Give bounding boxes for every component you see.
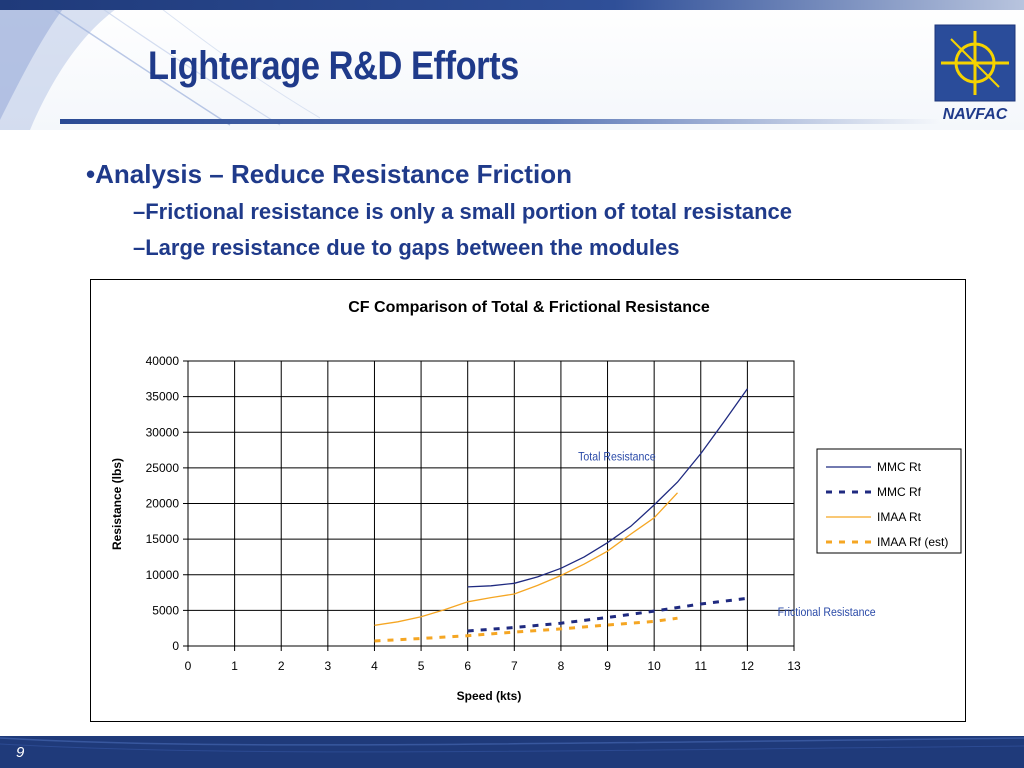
page-number: 9: [16, 744, 25, 761]
x-tick-label: 11: [695, 659, 708, 673]
x-tick-label: 8: [558, 659, 565, 673]
x-tick-label: 1: [231, 659, 238, 673]
x-tick-label: 7: [511, 659, 518, 673]
x-tick-label: 0: [185, 659, 192, 673]
series-line-mmc-rf: [467, 596, 748, 633]
annotation-label: Total Resistance: [578, 451, 655, 464]
legend-label: MMC Rf: [877, 485, 922, 499]
chart-legend: MMC Rt MMC Rf IMAA Rt IMAA Rf (est): [816, 448, 962, 554]
y-tick-label: 30000: [146, 425, 180, 439]
series-line-imaa-rt: [374, 492, 678, 626]
y-tick-label: 15000: [146, 532, 180, 546]
footer-bar: 9: [0, 736, 1024, 768]
legend-box: [816, 448, 962, 554]
resistance-chart: CF Comparison of Total & Frictional Resi…: [110, 299, 962, 703]
x-axis-label: Speed (kts): [457, 689, 522, 703]
y-tick-label: 0: [172, 639, 179, 653]
logo-text: NAVFAC: [943, 106, 1008, 123]
x-tick-label: 2: [278, 659, 285, 673]
x-tick-label: 6: [464, 659, 471, 673]
x-tick-label: 3: [325, 659, 332, 673]
x-tick-label: 10: [647, 659, 661, 673]
slide-title: Lighterage R&D Efforts: [148, 44, 519, 88]
header-decoration: [0, 0, 320, 130]
x-tick-label: 12: [741, 659, 755, 673]
y-tick-label: 35000: [146, 390, 180, 404]
legend-label: IMAA Rf (est): [877, 535, 948, 549]
x-tick-label: 5: [418, 659, 425, 673]
x-tick-label: 9: [604, 659, 611, 673]
annotations: Total Resistance Frictional Resistance: [578, 451, 875, 619]
x-tick-label: 13: [787, 659, 801, 673]
header-band: [0, 0, 1024, 130]
annotation-label: Frictional Resistance: [778, 607, 876, 620]
series-lines: [374, 388, 748, 643]
y-tick-label: 40000: [146, 354, 180, 368]
y-tick-label: 20000: [146, 497, 180, 511]
bullet-sub-2: –Large resistance due to gaps between th…: [133, 235, 680, 260]
footer-decoration: [0, 737, 1024, 753]
y-tick-label: 10000: [146, 568, 180, 582]
y-axis-label: Resistance (lbs): [110, 458, 124, 550]
legend-label: MMC Rt: [877, 460, 922, 474]
chart-title: CF Comparison of Total & Frictional Resi…: [348, 299, 710, 316]
chart-frame: CF Comparison of Total & Frictional Resi…: [90, 279, 966, 722]
axes: 0 1 2 3 4 5 6 7 8 9 10 11 12 130500010000150002000025…: [146, 354, 801, 673]
bullet-main: •Analysis – Reduce Resistance Friction: [86, 159, 572, 189]
navfac-logo: NAVFAC: [934, 24, 1016, 123]
header-rule: [60, 119, 940, 124]
series-line-mmc-rt: [467, 388, 748, 588]
top-rule: [0, 0, 1024, 10]
series-line-imaa-rf-est: [374, 616, 678, 643]
bullet-sub-1: –Frictional resistance is only a small p…: [133, 199, 792, 224]
y-tick-label: 25000: [146, 461, 180, 475]
y-tick-label: 5000: [152, 603, 179, 617]
x-tick-label: 4: [371, 659, 378, 673]
legend-label: IMAA Rt: [877, 510, 922, 524]
